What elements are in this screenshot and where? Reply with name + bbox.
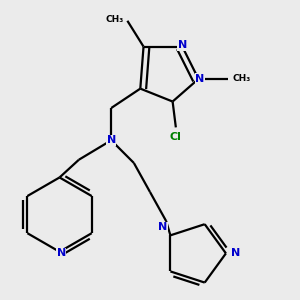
Text: N: N <box>196 74 205 84</box>
Text: CH₃: CH₃ <box>232 74 250 83</box>
Text: CH₃: CH₃ <box>106 15 124 24</box>
Text: N: N <box>178 40 187 50</box>
Text: N: N <box>106 135 116 145</box>
Text: N: N <box>231 248 240 258</box>
Text: Cl: Cl <box>170 132 182 142</box>
Text: N: N <box>158 222 167 232</box>
Text: N: N <box>56 248 66 258</box>
